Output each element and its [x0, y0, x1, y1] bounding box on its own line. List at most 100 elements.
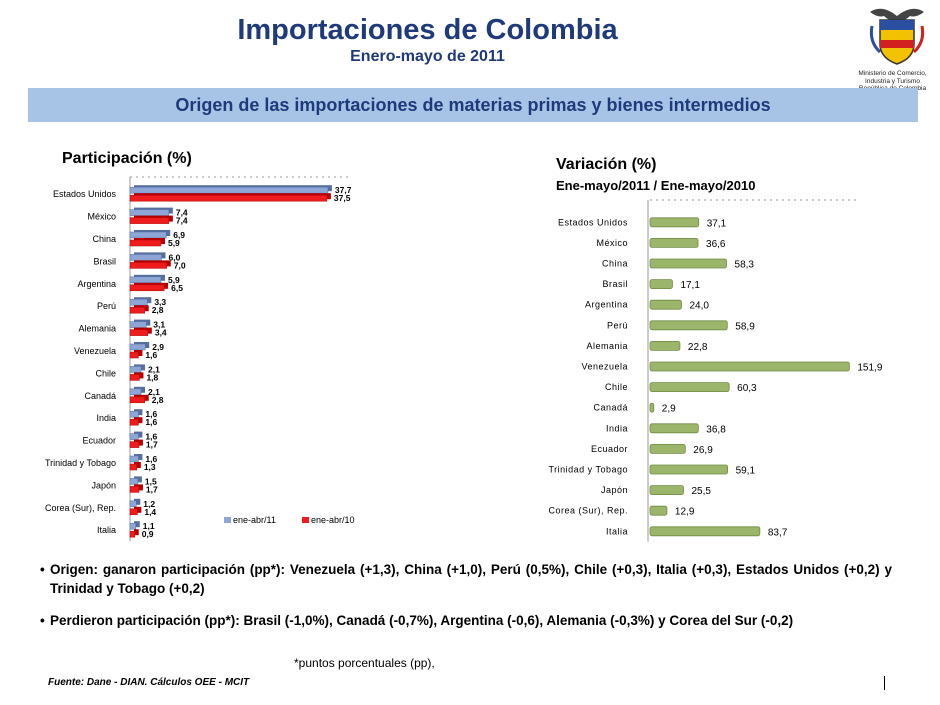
bar-variation — [649, 382, 730, 393]
data-label: 3,1 — [153, 320, 165, 330]
bar-depth — [134, 506, 142, 513]
bar-ene-abr-11 — [129, 321, 147, 328]
bar-variation — [649, 526, 761, 537]
bar-ene-abr-10 — [129, 329, 149, 336]
bar-variation — [649, 464, 728, 475]
data-label: 2,9 — [662, 404, 676, 415]
bar-variation — [649, 485, 684, 496]
data-label: 1,8 — [146, 372, 158, 382]
data-label: 6,5 — [171, 283, 183, 293]
data-label: 2,1 — [148, 387, 160, 397]
data-label: 26,9 — [693, 445, 713, 456]
category-label: Trinidad y Tobago — [548, 465, 628, 475]
category-label: Alemania — [78, 324, 116, 334]
category-label: Perú — [97, 301, 116, 311]
source-note: Fuente: Dane - DIAN. Cálculos OEE - MCIT — [48, 677, 250, 688]
data-label: 17,1 — [680, 280, 700, 291]
data-label: 2,8 — [152, 305, 164, 315]
category-label: Italia — [97, 525, 116, 535]
bar-variation — [649, 402, 655, 413]
data-label: 7,4 — [176, 216, 188, 226]
data-label: 1,6 — [145, 432, 157, 442]
category-label: Estados Unidos — [558, 217, 628, 227]
coat-of-arms-icon — [869, 8, 925, 65]
category-label: Chile — [605, 382, 628, 392]
data-label: 2,9 — [152, 342, 164, 352]
bar-ene-abr-10 — [129, 306, 145, 314]
bullet-gained: Origen: ganaron participación (pp*): Ven… — [40, 560, 892, 598]
category-label: Brasil — [93, 256, 116, 266]
bar-ene-abr-11 — [129, 366, 142, 373]
bar-ene-abr-11 — [129, 478, 139, 485]
bar-ene-abr-10 — [129, 486, 140, 493]
data-label: 36,6 — [706, 239, 726, 250]
category-label: India — [96, 413, 116, 423]
bar-ene-abr-11 — [129, 410, 139, 418]
bar-ene-abr-11 — [129, 500, 137, 508]
category-label: Ecuador — [82, 436, 116, 446]
bar-depth — [134, 498, 141, 505]
footnote: *puntos porcentuales (pp), — [294, 656, 435, 670]
category-label: Venezuela — [581, 362, 628, 372]
divider — [884, 676, 885, 690]
data-label: 0,9 — [142, 529, 154, 539]
data-label: 36,8 — [706, 424, 726, 435]
category-label: Trinidad y Tobago — [45, 458, 116, 468]
page-subtitle: Enero-mayo de 2011 — [350, 48, 505, 65]
variation-chart-title: Variación (%) — [556, 156, 657, 173]
bar-ene-abr-11 — [129, 231, 167, 239]
bar-ene-abr-11 — [129, 433, 139, 440]
data-label: 5,9 — [168, 238, 180, 248]
category-label: Alemania — [586, 341, 628, 351]
data-label: 2,8 — [152, 395, 164, 405]
data-label: 1,6 — [145, 409, 157, 419]
category-label: Japón — [601, 485, 628, 495]
category-label: Brasil — [602, 279, 628, 289]
data-label: 7,0 — [174, 260, 186, 270]
category-label: Perú — [607, 320, 628, 330]
data-label: 1,1 — [143, 521, 155, 531]
category-label: Italia — [606, 526, 628, 536]
category-label: China — [92, 234, 116, 244]
section-banner-text: Origen de las importaciones de materias … — [175, 95, 771, 115]
bar-variation — [649, 279, 673, 289]
bar-ene-abr-11 — [129, 522, 137, 530]
data-label: 2,1 — [148, 364, 160, 374]
bar-ene-abr-10 — [129, 239, 162, 247]
bar-ene-abr-11 — [129, 276, 162, 284]
bar-depth — [134, 529, 139, 536]
data-label: 1,4 — [144, 507, 156, 517]
legend-label: ene-abr/10 — [311, 515, 355, 525]
data-label: 12,9 — [675, 507, 695, 518]
legend-swatch — [302, 517, 309, 523]
bar-variation — [649, 217, 700, 228]
data-label: 151,9 — [857, 363, 882, 374]
section-banner — [28, 88, 918, 122]
bar-variation — [649, 299, 682, 310]
bar-ene-abr-11 — [129, 254, 162, 261]
bar-variation — [649, 320, 728, 331]
bullet-lost: Perdieron participación (pp*): Brasil (-… — [40, 611, 892, 630]
bar-ene-abr-10 — [129, 284, 165, 292]
bar-ene-abr-11 — [129, 343, 146, 351]
data-label: 60,3 — [737, 383, 757, 394]
category-label: India — [606, 423, 628, 433]
bar-variation — [649, 258, 727, 269]
data-label: 3,3 — [154, 297, 166, 307]
data-label: 25,5 — [691, 486, 711, 497]
bar-variation — [649, 361, 850, 372]
bar-ene-abr-10 — [129, 508, 138, 516]
category-label: Venezuela — [74, 346, 116, 356]
bar-ene-abr-10 — [129, 463, 138, 471]
bar-depth — [134, 521, 140, 528]
data-label: 59,1 — [736, 466, 756, 477]
ministry-line: Industria y Turismo — [865, 77, 920, 85]
bar-variation — [649, 340, 681, 351]
bar-variation — [649, 505, 668, 516]
bar-ene-abr-10 — [129, 351, 139, 359]
participation-chart: Estados Unidos 37,737,5 México 7,47,4 China 6… — [45, 176, 355, 542]
category-label: China — [602, 259, 628, 269]
bar-ene-abr-11 — [129, 455, 139, 463]
data-label: 37,5 — [334, 193, 351, 203]
data-label: 58,9 — [735, 321, 755, 332]
